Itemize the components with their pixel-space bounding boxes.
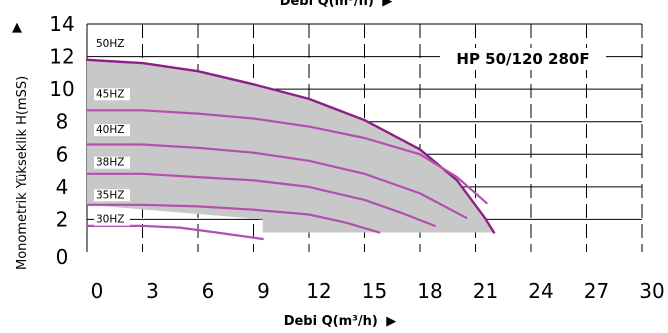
x-tick-12: 12 [306, 279, 331, 303]
y-tick-14: 14 [49, 12, 74, 36]
operating-region [87, 59, 494, 233]
x-tick-15: 15 [362, 279, 387, 303]
model-annotation: HP 50/120 280F [456, 50, 589, 68]
curve-label-50hz: 50HZ [96, 38, 124, 50]
curve-label-bg-38hz [94, 156, 130, 169]
x-tick-27: 27 [584, 279, 609, 303]
curve-40hz [85, 143, 468, 219]
curve-label-38hz: 38HZ [96, 157, 124, 169]
x-tick-9: 9 [257, 279, 270, 303]
x-tick-6: 6 [202, 279, 215, 303]
y-tick-12: 12 [49, 45, 74, 69]
curve-35hz [85, 203, 381, 234]
y-tick-2: 2 [56, 207, 69, 231]
y-axis-title: Monometrik Yükseklik H(mSS) [15, 76, 30, 270]
x-tick-30: 30 [639, 279, 664, 303]
top-x-axis-title: Debi Q(m³/h) ▶ [280, 0, 393, 9]
curve-label-bg-50hz [94, 37, 130, 50]
curve-label-30hz: 30HZ [96, 214, 124, 226]
y-tick-0: 0 [56, 245, 69, 269]
x-axis-title-text: Debi Q(m³/h) [284, 314, 378, 329]
curves [85, 58, 496, 241]
top-x-axis-title-text: Debi Q(m³/h) [280, 0, 374, 9]
x-tick-18: 18 [417, 279, 442, 303]
curve-38hz [85, 172, 436, 227]
curve-labels: 50HZ 45HZ 40HZ 38HZ 35HZ 30HZ [94, 37, 130, 226]
x-tick-3: 3 [146, 279, 159, 303]
x-axis-title: Debi Q(m³/h) ▶ [284, 314, 397, 329]
y-tick-6: 6 [56, 142, 69, 166]
y-tick-10: 10 [49, 77, 74, 101]
top-x-axis-arrow: ▶ [382, 0, 392, 9]
x-tick-21: 21 [473, 279, 498, 303]
curve-30hz [85, 224, 264, 241]
x-axis-arrow: ▶ [386, 314, 396, 329]
x-tick-0: 0 [91, 279, 104, 303]
x-tick-24: 24 [528, 279, 553, 303]
curve-45hz [85, 109, 488, 205]
curve-label-45hz: 45HZ [96, 88, 124, 100]
curve-label-bg-40hz [94, 124, 130, 137]
curve-label-bg-45hz [94, 88, 130, 101]
y-axis-title-text: Monometrik Yükseklik H(mSS) [15, 76, 30, 270]
model-annotation-box [440, 48, 606, 70]
y-axis-arrow: ▲ [12, 20, 22, 35]
curve-label-bg-30hz [94, 213, 130, 226]
y-tick-8: 8 [56, 110, 69, 134]
y-tick-4: 4 [56, 175, 69, 199]
curve-label-35hz: 35HZ [96, 189, 124, 201]
curve-label-40hz: 40HZ [96, 124, 124, 136]
curve-50hz [85, 58, 496, 234]
curve-label-bg-35hz [94, 189, 130, 202]
